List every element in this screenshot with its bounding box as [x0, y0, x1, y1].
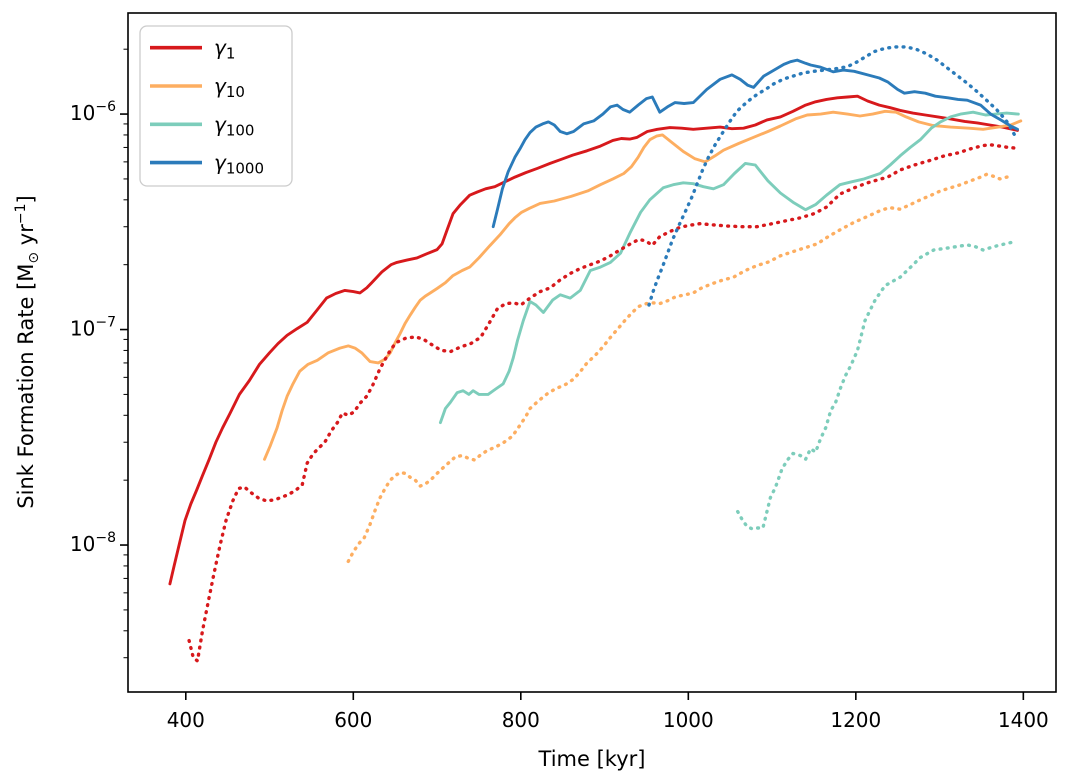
axes: 10−6 10−7 10−8 400 600 800 1000 1200 1400 Sink Fo…: [13, 12, 1057, 732]
y-axis: 10−6 10−7 10−8: [70, 99, 128, 556]
x-tick-label: 1200: [830, 708, 881, 732]
series-line-gamma_100: [438, 110, 1020, 425]
series-line-gamma_10_dotted: [346, 172, 1014, 564]
legend: γ1 γ10 γ100 γ1000: [139, 25, 293, 187]
legend-label-gamma_1: γ1: [214, 36, 235, 63]
y-tick-label: 10−6: [70, 99, 116, 125]
series-line-gamma_1_dotted: [187, 143, 1018, 663]
plot-frame: [127, 12, 1057, 693]
legend-label-gamma_1000: γ1000: [214, 151, 264, 178]
x-axis-label: Time [kyr]: [538, 747, 646, 771]
x-tick-label: 800: [502, 708, 540, 732]
series-line-gamma_1000_dotted: [647, 45, 1018, 307]
legend-label-gamma_100: γ100: [214, 112, 254, 139]
series-line-gamma_10: [263, 109, 1023, 461]
y-tick-label: 10−8: [70, 530, 116, 556]
series: [168, 45, 1023, 663]
x-tick-label: 600: [334, 708, 372, 732]
x-tick-label: 400: [167, 708, 205, 732]
x-axis: 400 600 800 1000 1200 1400: [167, 692, 1049, 732]
x-tick-label: 1400: [998, 708, 1049, 732]
series-line-gamma_100_dotted: [736, 239, 1018, 531]
y-tick-label: 10−7: [70, 315, 116, 341]
legend-label-gamma_10: γ10: [214, 74, 245, 101]
legend-box: [139, 25, 293, 187]
y-axis-label: Sink Formation Rate [M⊙ yr−1]: [13, 195, 42, 508]
series-line-gamma_1: [168, 94, 1019, 586]
x-tick-label: 1000: [663, 708, 714, 732]
series-line-gamma_1000: [491, 58, 1019, 229]
